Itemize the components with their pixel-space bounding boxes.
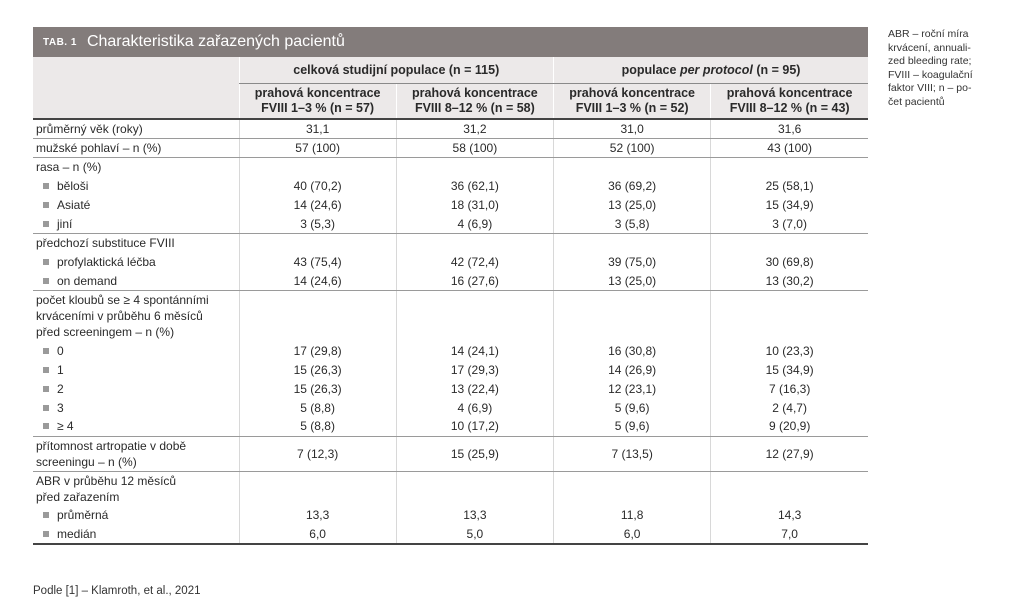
table-row: profylaktická léčba 43 (75,4) 42 (72,4) 39… xyxy=(33,252,869,272)
table-row: jiní 3 (5,3) 4 (6,9) 3 (5,8) 3 (7,0) xyxy=(33,214,869,234)
group-header-per-protocol: populace per protocol (n = 95) xyxy=(553,57,869,84)
table-title-bar: TAB. 1 Charakteristika zařazených pacien… xyxy=(33,27,868,57)
bullet-icon xyxy=(43,202,49,208)
source-citation: Podle [1] – Klamroth, et al., 2021 xyxy=(33,585,201,597)
col-header-2: prahová koncentrace FVIII 8–12 % (n = 58) xyxy=(395,83,554,120)
table-row: průměrný věk (roky) 31,1 31,2 31,0 31,6 xyxy=(33,119,869,139)
table-row: 1 15 (26,3) 17 (29,3) 14 (26,9) 15 (34,9) xyxy=(33,360,869,379)
bullet-icon xyxy=(43,423,49,430)
table-row: 0 17 (29,8) 14 (24,1) 16 (30,8) 10 (23,3) xyxy=(33,341,869,360)
table-row: medián 6,0 5,0 6,0 7,0 xyxy=(33,524,869,545)
table-row: ABR v průběhu 12 měsíců před zařazením xyxy=(33,471,869,506)
table-row: počet kloubů se ≥ 4 spontánními krvácením… xyxy=(33,290,869,341)
table-row: Asiaté 14 (24,6) 18 (31,0) 13 (25,0) 15 (34… xyxy=(33,195,869,215)
bullet-icon xyxy=(43,366,49,373)
table-row: průměrná 13,3 13,3 11,8 14,3 xyxy=(33,505,869,525)
col-header-4: prahová koncentrace FVIII 8–12 % (n = 43) xyxy=(710,83,869,120)
bullet-icon xyxy=(43,183,49,189)
group-header-total: celková studijní populace (n = 115) xyxy=(238,57,554,84)
patient-characteristics-table: TAB. 1 Charakteristika zařazených pacien… xyxy=(33,27,869,545)
bullet-icon xyxy=(43,347,49,354)
bullet-icon xyxy=(43,404,49,411)
table-row: mužské pohlaví – n (%) 57 (100) 58 (100) 5… xyxy=(33,138,869,158)
table-row: ≥ 4 5 (8,8) 10 (17,2) 5 (9,6) 9 (20,9) xyxy=(33,417,869,437)
bullet-icon xyxy=(43,530,49,537)
header-blank xyxy=(33,57,239,83)
table-row: přítomnost artropatie v době screeningu –… xyxy=(33,436,869,472)
col-header-1: prahová koncentrace FVIII 1–3 % (n = 57) xyxy=(238,83,397,120)
table-row: běloši 40 (70,2) 36 (62,1) 36 (69,2) 25 (58… xyxy=(33,176,869,196)
bullet-icon xyxy=(43,385,49,392)
table-row: předchozí substituce FVIII xyxy=(33,233,869,253)
bullet-icon xyxy=(43,220,49,227)
table-tag: TAB. 1 xyxy=(43,36,77,48)
table-row: on demand 14 (24,6) 16 (27,6) 13 (25,0) 13 … xyxy=(33,271,869,291)
table-row: 3 5 (8,8) 4 (6,9) 5 (9,6) 2 (4,7) xyxy=(33,398,869,417)
table-row: rasa – n (%) xyxy=(33,157,869,177)
bullet-icon xyxy=(43,259,49,265)
col-header-3: prahová koncentrace FVIII 1–3 % (n = 52) xyxy=(553,83,711,120)
data-table: celková studijní populace (n = 115) popu… xyxy=(33,57,869,545)
header-blank-2 xyxy=(33,83,239,120)
bullet-icon xyxy=(43,277,49,284)
abbreviations-note: ABR – roční míra krvácení, annuali- zed … xyxy=(888,28,973,108)
table-title: Charakteristika zařazených pacientů xyxy=(86,33,345,50)
table-row: 2 15 (26,3) 13 (22,4) 12 (23,1) 7 (16,3) xyxy=(33,379,869,398)
bullet-icon xyxy=(43,512,49,518)
